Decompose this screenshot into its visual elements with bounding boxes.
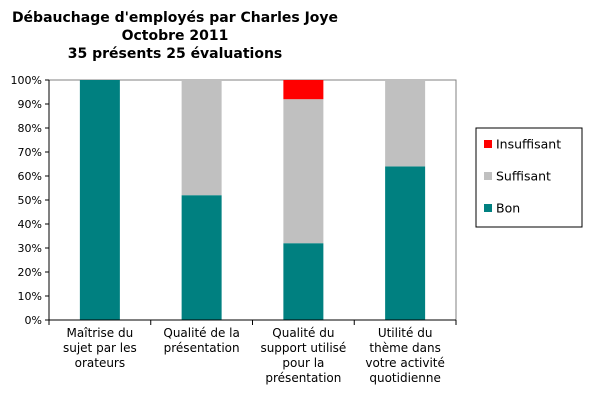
x-category-label-line: Utilité du — [378, 326, 433, 340]
bar-segment-bon — [283, 243, 324, 320]
y-tick-label: 100% — [11, 74, 42, 87]
x-category-label-line: pour la — [282, 356, 324, 370]
legend-swatch-insuffisant — [484, 140, 492, 148]
y-tick-label: 80% — [18, 122, 42, 135]
bar-segment-bon — [181, 195, 222, 320]
legend-label: Insuffisant — [496, 137, 561, 152]
plot-area — [48, 79, 457, 321]
y-tick-label: 60% — [18, 170, 42, 183]
x-category-label: Utilité du thème dans votre activité quotid… — [365, 326, 445, 385]
legend-label: Suffisant — [496, 169, 551, 184]
legend-swatch-suffisant — [484, 172, 492, 180]
bar-segment-insuffisant — [283, 80, 324, 100]
legend-label: Bon — [496, 201, 520, 216]
x-category-label-line: thème dans — [369, 341, 440, 355]
chart-title: Débauchage d'employés par Charles Joye Oc… — [12, 10, 338, 62]
y-tick-label: 40% — [18, 218, 42, 231]
x-category-label-line: votre activité — [365, 356, 445, 370]
y-tick-label: 50% — [18, 194, 42, 207]
chart-title-line: Octobre 2011 — [122, 28, 229, 44]
legend: Insuffisant Suffisant Bon — [475, 127, 583, 228]
x-category-label: Qualité du support utilisé pour la présenta… — [260, 326, 346, 385]
chart-title-line: Débauchage d'employés par Charles Joye — [12, 10, 338, 26]
y-tick-label: 70% — [18, 146, 42, 159]
x-axis: Maîtrise du sujet par les orateurs Qualité … — [48, 319, 457, 385]
bar-segment-suffisant — [181, 80, 222, 196]
x-category-label-line: présentation — [265, 371, 341, 385]
bar-segment-bon — [79, 80, 120, 320]
y-tick-label: 90% — [18, 98, 42, 111]
y-axis: 0% 10% 20% 30% 40% 50% 60% 70% 80% 90% 100% — [11, 74, 50, 327]
y-tick-label: 0% — [25, 314, 42, 327]
x-category-label: Qualité de la présentation — [163, 326, 239, 355]
bar-segment-suffisant — [283, 99, 324, 244]
x-category-label-line: quotidienne — [369, 371, 441, 385]
x-category-label-line: Qualité du — [272, 326, 334, 340]
x-category-label-line: Maîtrise du — [67, 326, 134, 340]
y-tick-label: 30% — [18, 242, 42, 255]
bar-segment-suffisant — [385, 80, 426, 167]
x-category-label: Maîtrise du sujet par les orateurs — [63, 326, 137, 370]
y-tick-label: 10% — [18, 290, 42, 303]
chart-title-line: 35 présents 25 évaluations — [68, 46, 283, 62]
x-category-label-line: présentation — [164, 341, 240, 355]
x-category-label-line: sujet par les — [63, 341, 137, 355]
x-category-label-line: Qualité de la — [163, 326, 239, 340]
legend-box — [475, 127, 583, 228]
y-tick-label: 20% — [18, 266, 42, 279]
x-category-label-line: support utilisé — [260, 341, 346, 355]
bar-segment-bon — [385, 166, 426, 320]
x-category-label-line: orateurs — [75, 356, 126, 370]
legend-swatch-bon — [484, 204, 492, 212]
